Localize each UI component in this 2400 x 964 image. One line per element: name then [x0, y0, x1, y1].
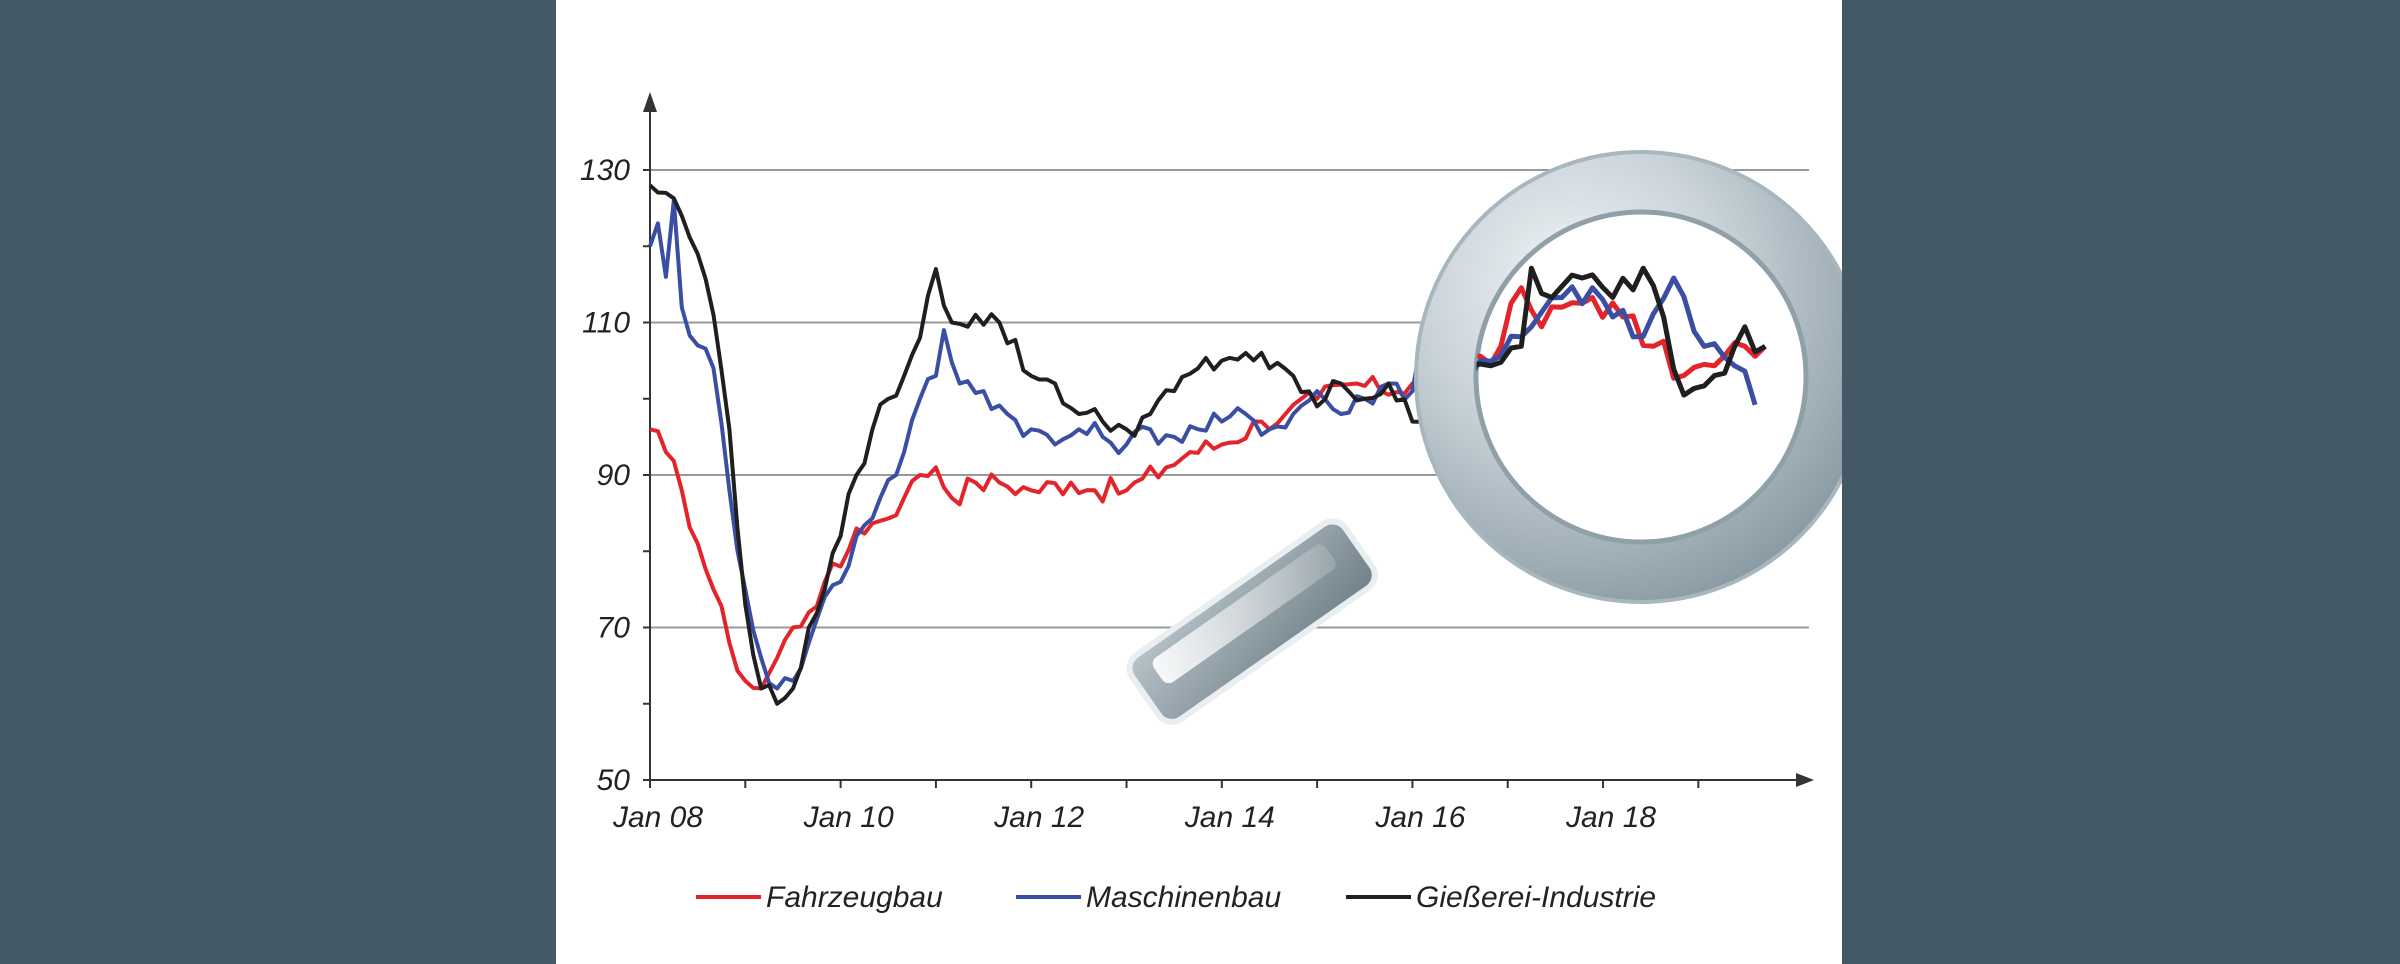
x-axis-arrow-icon	[1796, 773, 1814, 787]
x-tick-label: Jan 10	[803, 801, 894, 834]
x-tick-label: Jan 12	[993, 801, 1084, 834]
line-chart: 50 70 90 110 130 Jan 08 Jan 10 Jan 12 Jan 14 Jan …	[580, 92, 1842, 914]
magnifier-handle	[1126, 518, 1378, 725]
legend-label: Fahrzeugbau	[766, 881, 943, 914]
x-tick-label: Jan 18	[1565, 801, 1656, 834]
y-tick-label: 90	[597, 459, 631, 492]
tick-labels: 50 70 90 110 130 Jan 08 Jan 10 Jan 12 Jan 14 Jan …	[580, 154, 1656, 834]
legend-item: Fahrzeugbau	[696, 881, 943, 914]
chart-panel: 50 70 90 110 130 Jan 08 Jan 10 Jan 12 Jan 14 Jan …	[556, 0, 1842, 964]
legend-item: Maschinenbau	[1016, 881, 1281, 914]
legend-label: Gießerei-Industrie	[1416, 881, 1656, 914]
legend: Fahrzeugbau Maschinenbau Gießerei-Industri…	[696, 881, 1656, 914]
y-tick-label: 50	[597, 764, 631, 797]
x-tick-label: Jan 14	[1184, 801, 1275, 834]
y-tick-label: 70	[597, 612, 631, 645]
y-axis-arrow-icon	[643, 92, 657, 112]
magnifier-lens	[1473, 209, 1809, 545]
x-tick-label: Jan 16	[1374, 801, 1465, 834]
y-tick-label: 130	[580, 154, 630, 187]
x-tick-label: Jan 08	[612, 801, 703, 834]
legend-item: Gießerei-Industrie	[1346, 881, 1656, 914]
magnified-series	[1476, 212, 1767, 542]
magnified-series-line-3	[1476, 212, 1767, 542]
axes	[643, 92, 1814, 788]
magnified-series-line-1	[1476, 285, 1767, 542]
legend-label: Maschinenbau	[1086, 881, 1281, 914]
y-tick-label: 110	[582, 307, 630, 340]
magnifier-icon	[1126, 150, 1842, 725]
